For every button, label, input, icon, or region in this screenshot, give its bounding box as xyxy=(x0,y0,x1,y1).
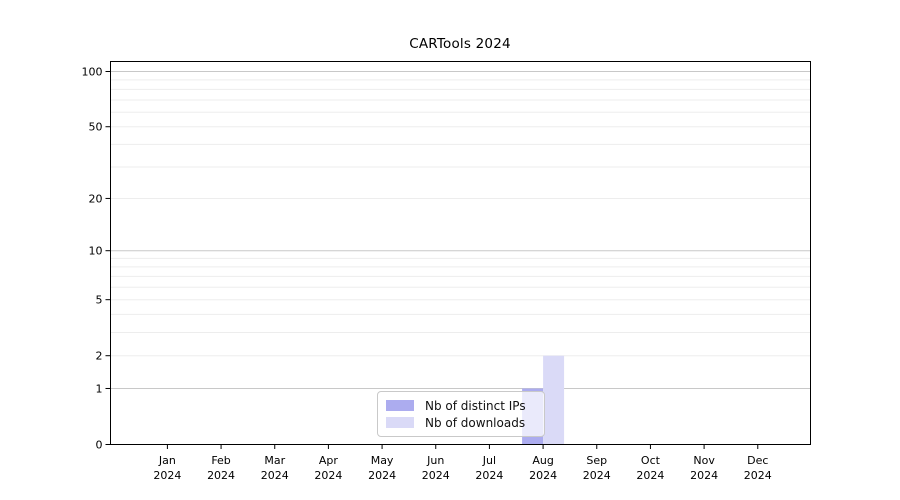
x-tick-label-month: Nov xyxy=(693,454,715,467)
y-tick-label: 0 xyxy=(96,439,103,452)
x-tick-label-year: 2024 xyxy=(529,469,557,482)
bar-aug-downloads xyxy=(543,355,565,445)
legend-item-downloads: Nb of downloads xyxy=(386,417,544,429)
x-tick-label-month: Dec xyxy=(747,454,768,467)
chart-title: CARTools 2024 xyxy=(409,36,511,52)
x-tick-label-year: 2024 xyxy=(475,469,503,482)
legend-label-distinct-ips: Nb of distinct IPs xyxy=(425,398,526,413)
x-tick-label-year: 2024 xyxy=(744,469,772,482)
y-tick-label: 100 xyxy=(82,66,103,79)
plot-border xyxy=(110,61,811,445)
y-tick-label: 1 xyxy=(96,382,103,395)
legend-item-distinct-ips: Nb of distinct IPs xyxy=(386,400,544,412)
x-tick-label-month: May xyxy=(371,454,394,467)
x-tick-label-year: 2024 xyxy=(636,469,664,482)
x-tick-label-year: 2024 xyxy=(583,469,611,482)
x-tick-label-year: 2024 xyxy=(422,469,450,482)
y-tick-label: 5 xyxy=(96,294,103,307)
x-tick-label-month: Jan xyxy=(158,454,176,467)
y-axis: 0 1 2 5 10 20 50 100 xyxy=(82,66,111,452)
x-tick-label-month: Jun xyxy=(426,454,444,467)
legend-label-downloads: Nb of downloads xyxy=(425,415,526,430)
x-tick-label-month: Sep xyxy=(586,454,607,467)
x-tick-label-year: 2024 xyxy=(261,469,289,482)
legend-swatch-downloads-icon xyxy=(386,417,414,428)
x-tick-label-month: Feb xyxy=(211,454,230,467)
x-tick-label-month: Jul xyxy=(482,454,496,467)
x-tick-label-year: 2024 xyxy=(314,469,342,482)
y-tick-label: 20 xyxy=(89,192,103,205)
gridlines xyxy=(110,71,811,389)
x-tick-label-month: Apr xyxy=(319,454,339,467)
x-tick-label-year: 2024 xyxy=(690,469,718,482)
x-tick-label-month: Oct xyxy=(641,454,661,467)
x-tick-label-year: 2024 xyxy=(153,469,181,482)
x-tick-label-month: Mar xyxy=(264,454,285,467)
y-tick-label: 2 xyxy=(96,350,103,363)
y-tick-label: 50 xyxy=(89,121,103,134)
x-tick-label-year: 2024 xyxy=(368,469,396,482)
legend: Nb of distinct IPs Nb of downloads xyxy=(377,391,545,437)
x-tick-label-year: 2024 xyxy=(207,469,235,482)
legend-swatch-distinct-ips-icon xyxy=(386,400,414,411)
x-tick-label-month: Aug xyxy=(532,454,553,467)
y-tick-label: 10 xyxy=(89,245,103,258)
x-axis: Jan 2024 Feb 2024 Mar 2024 Apr 2024 May 2024 Jun 20… xyxy=(153,444,772,482)
